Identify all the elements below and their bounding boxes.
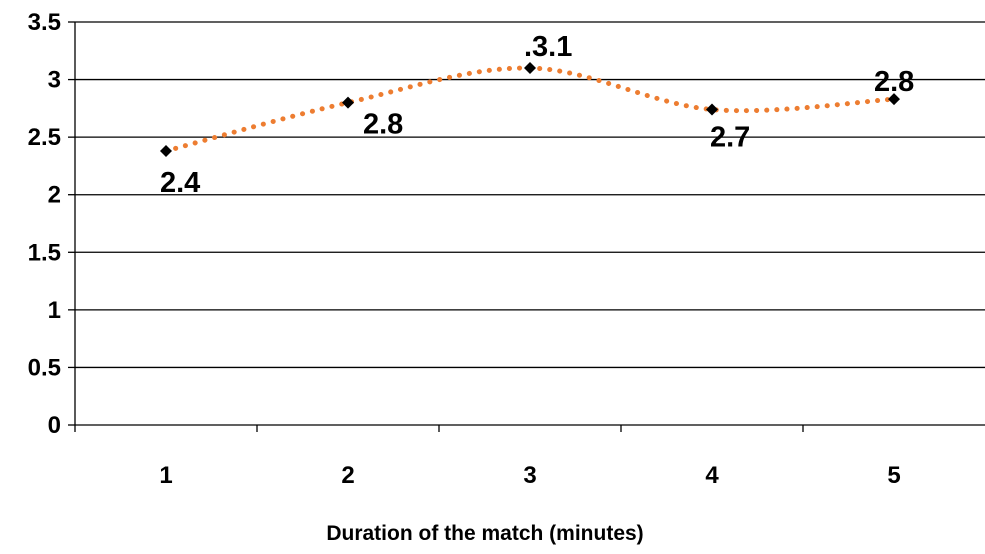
series-line bbox=[163, 65, 897, 154]
data-label: .3.1 bbox=[524, 31, 572, 63]
y-tick-label: 0 bbox=[48, 412, 61, 439]
x-tick-labels: 1 2 3 4 5 bbox=[159, 462, 900, 489]
data-label: 2.7 bbox=[710, 122, 750, 154]
x-axis-title: Duration of the match (minutes) bbox=[326, 522, 643, 545]
x-tick-label: 5 bbox=[887, 462, 900, 489]
data-label: 2.8 bbox=[363, 109, 403, 141]
y-tick-label: 0.5 bbox=[28, 354, 61, 381]
x-tick-label: 2 bbox=[341, 462, 354, 489]
x-tick-label: 1 bbox=[159, 462, 172, 489]
y-tick-label: 1 bbox=[48, 297, 61, 324]
axes bbox=[68, 21, 985, 432]
y-tick-label: 3.5 bbox=[28, 9, 61, 36]
y-tick-labels: 0 0.5 1 1.5 2 2.5 3 3.5 bbox=[28, 9, 61, 439]
data-markers bbox=[160, 62, 900, 157]
data-point-marker bbox=[342, 96, 354, 109]
data-labels: 2.4 2.8 .3.1 2.7 2.8 bbox=[160, 31, 914, 199]
x-tick-label: 3 bbox=[523, 462, 536, 489]
y-tick-label: 3 bbox=[48, 67, 61, 94]
data-label: 2.8 bbox=[874, 66, 914, 98]
data-label: 2.4 bbox=[160, 167, 200, 199]
data-point-marker bbox=[524, 62, 536, 75]
y-tick-label: 2 bbox=[48, 182, 61, 209]
data-point-marker bbox=[160, 144, 172, 157]
series-line-path bbox=[163, 65, 897, 154]
gridlines bbox=[75, 21, 985, 369]
data-point-marker bbox=[888, 93, 900, 106]
y-tick-label: 1.5 bbox=[28, 239, 61, 266]
x-tick-label: 4 bbox=[705, 462, 719, 489]
y-tick-label: 2.5 bbox=[28, 124, 61, 151]
data-point-marker bbox=[706, 103, 718, 116]
